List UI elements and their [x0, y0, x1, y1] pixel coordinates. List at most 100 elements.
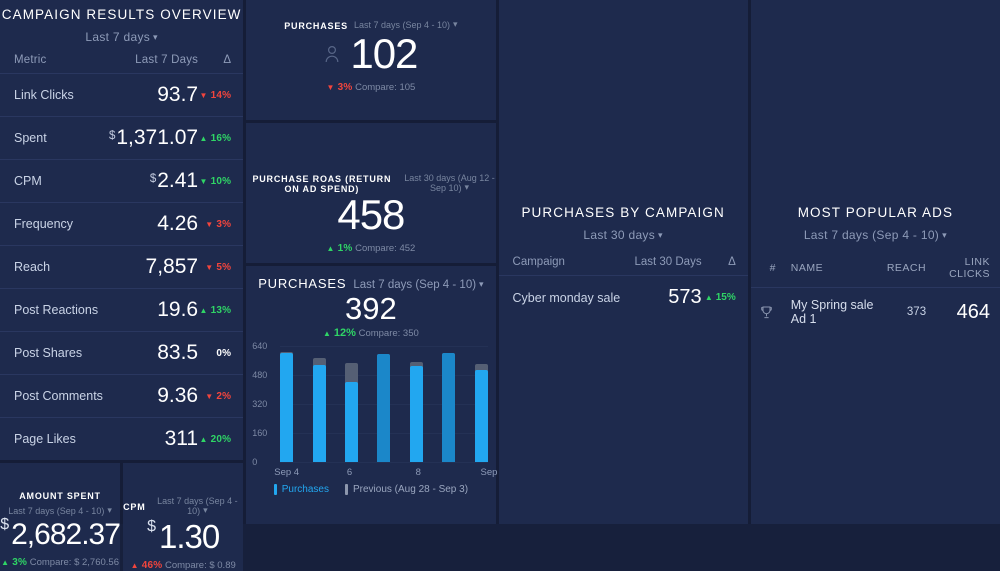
- page-title: CAMPAIGN RESULTS OVERVIEW: [1, 7, 242, 22]
- chevron-down-icon: ▾: [453, 19, 458, 29]
- metric-value: 19.6: [106, 288, 199, 332]
- column-header-value: Last 30 Days: [634, 256, 702, 268]
- bar-current: [312, 365, 326, 462]
- chart-date-range[interactable]: Last 7 days (Sep 4 - 10) ▾: [353, 279, 484, 291]
- legend-item-previous[interactable]: Previous (Aug 28 - Sep 3): [344, 483, 468, 495]
- table-row[interactable]: Post Comments 9.36 ▼ 2%: [0, 374, 244, 418]
- cpm-comparison: ▲ 46% Compare: $ 0.89: [123, 560, 243, 571]
- currency-symbol: $: [108, 130, 116, 142]
- metric-delta: ▼ 14%: [198, 73, 244, 117]
- cpm-date-range[interactable]: Last 7 days (Sep 4 - 10) ▾: [157, 496, 238, 516]
- column-header-reach: REACH: [886, 262, 927, 274]
- purchases-kpi-label: PURCHASES: [284, 20, 348, 31]
- ad-reach: 373: [886, 287, 927, 336]
- table-row[interactable]: Frequency 4.26 ▼ 3%: [0, 202, 244, 246]
- table-row[interactable]: Reach 7,857 ▼ 5%: [0, 245, 244, 289]
- legend-item-current[interactable]: Purchases: [273, 483, 329, 495]
- cpm-delta: ▲ 46%: [130, 560, 163, 571]
- bar-current: [474, 370, 488, 462]
- x-axis-tick: [446, 467, 459, 478]
- amount-spent-comparison: ▲ 3% Compare: $ 2,760.56: [0, 557, 120, 568]
- bar-group[interactable]: [377, 346, 391, 462]
- table-header-row: # NAME REACH LINK CLICKS: [750, 256, 1000, 288]
- bar-current: [442, 352, 456, 462]
- metric-delta: ▼ 10%: [198, 159, 244, 203]
- chart-delta: ▲ 12%: [322, 326, 356, 339]
- chart-comparison: ▲ 12% Compare: 350: [246, 327, 495, 339]
- table-row[interactable]: Cyber monday sale 573 ▲ 15%: [498, 275, 748, 319]
- x-axis-tick: 8: [415, 466, 421, 478]
- metrics-table: Metric Last 7 Days Δ Link Clicks 93.7 ▼ 14%…: [0, 54, 244, 460]
- purchases-kpi-value: 102: [350, 30, 418, 77]
- table-row[interactable]: Post Reactions 19.6 ▲ 13%: [0, 288, 244, 332]
- column-header-link-clicks: LINK CLICKS: [949, 256, 991, 280]
- metric-delta: ▼ 2%: [198, 374, 244, 418]
- table-header-row: Metric Last 7 Days Δ: [0, 54, 244, 74]
- cpm-card: CPM Last 7 days (Sep 4 - 10) ▾ $ 1.30 ▲ 46…: [123, 463, 244, 571]
- roas-value: 458: [337, 191, 405, 238]
- bar-current: [345, 381, 359, 462]
- metric-name: Spent: [0, 116, 107, 160]
- bar-group[interactable]: [442, 346, 456, 462]
- table-row[interactable]: Link Clicks 93.7 ▼ 14%: [0, 73, 244, 117]
- y-axis-tick: 480: [252, 369, 268, 380]
- table-row[interactable]: My Spring sale Ad 1 373 464: [750, 287, 1000, 336]
- chart-compare-label: Compare: 350: [358, 327, 419, 339]
- amount-spent-date-label: Last 7 days (Sep 4 - 10): [8, 506, 105, 516]
- trophy-icon: [760, 306, 785, 319]
- table-row[interactable]: Spent $1,371.07 ▲ 16%: [0, 116, 244, 160]
- campaign-name: Cyber monday sale: [498, 275, 630, 319]
- grid-line: [280, 345, 488, 347]
- bar-group[interactable]: [409, 346, 423, 462]
- roas-label: PURCHASE ROAS (RETURN ON AD SPEND): [252, 173, 392, 194]
- table-row[interactable]: Post Shares 83.5 0%: [0, 331, 244, 375]
- y-axis-tick: 320: [252, 398, 268, 409]
- column-header-delta: Δ: [728, 256, 736, 268]
- bar-group[interactable]: [312, 346, 326, 462]
- chart-total-value: 392: [345, 291, 397, 326]
- table-header-row: Campaign Last 30 Days Δ: [498, 256, 748, 276]
- legend-swatch-current: [273, 483, 277, 495]
- table-row[interactable]: Page Likes 311 ▲ 20%: [0, 417, 244, 460]
- metric-name: Post Shares: [0, 331, 107, 375]
- metric-name: CPM: [0, 159, 107, 203]
- purchases-by-campaign-widget: PURCHASES BY CAMPAIGN Last 30 days ▾ Camp…: [498, 0, 748, 524]
- bar-group[interactable]: [280, 346, 294, 462]
- most-popular-ads-date-range[interactable]: Last 7 days (Sep 4 - 10) ▾: [751, 228, 1000, 242]
- purchases-by-campaign-title: PURCHASES BY CAMPAIGN: [521, 205, 725, 220]
- cpm-label: CPM: [123, 501, 146, 512]
- bar-group[interactable]: [345, 346, 359, 462]
- grid-line: [280, 461, 488, 463]
- campaign-delta: ▲ 15%: [701, 275, 748, 319]
- purchases-kpi-date-range[interactable]: Last 7 days (Sep 4 - 10) ▾: [353, 19, 458, 30]
- table-row[interactable]: CPM $2.41 ▼ 10%: [0, 159, 244, 203]
- date-range-label: Last 7 days: [85, 30, 151, 44]
- amount-spent-date-range[interactable]: Last 7 days (Sep 4 - 10) ▾: [0, 505, 120, 517]
- currency-symbol: $: [147, 517, 157, 535]
- column-header-name: NAME: [790, 262, 824, 274]
- bar-group[interactable]: [474, 346, 488, 462]
- purchases-by-campaign-date-range[interactable]: Last 30 days ▾: [499, 228, 748, 242]
- amount-spent-compare-label: Compare: $ 2,760.56: [29, 557, 119, 568]
- x-axis-tick: [309, 467, 322, 478]
- chevron-down-icon: ▾: [658, 230, 663, 240]
- metric-value: 93.7: [106, 73, 199, 117]
- metric-name: Post Comments: [0, 374, 107, 418]
- metric-name: Reach: [0, 245, 107, 289]
- chevron-down-icon: ▾: [464, 182, 469, 192]
- column-header-campaign: Campaign: [512, 256, 565, 268]
- metric-delta: ▲ 13%: [198, 288, 244, 332]
- metric-delta: ▲ 20%: [198, 417, 244, 460]
- x-axis-tick: [377, 467, 390, 478]
- roas-compare-label: Compare: 452: [355, 243, 416, 254]
- roas-date-range[interactable]: Last 30 days (Aug 12 - Sep 10) ▾: [404, 173, 495, 193]
- date-range-selector[interactable]: Last 7 days ▾: [0, 30, 243, 44]
- most-popular-ads-widget: MOST POPULAR ADS Last 7 days (Sep 4 - 10…: [750, 0, 1000, 524]
- roas-delta: ▲ 1%: [326, 243, 353, 254]
- purchases-by-campaign-date-label: Last 30 days: [583, 228, 656, 242]
- bar-current: [280, 352, 294, 462]
- bar-current: [377, 353, 391, 462]
- column-middle: PURCHASES Last 7 days (Sep 4 - 10) ▾ 102 …: [246, 0, 511, 524]
- most-popular-ads-title: MOST POPULAR ADS: [797, 205, 954, 220]
